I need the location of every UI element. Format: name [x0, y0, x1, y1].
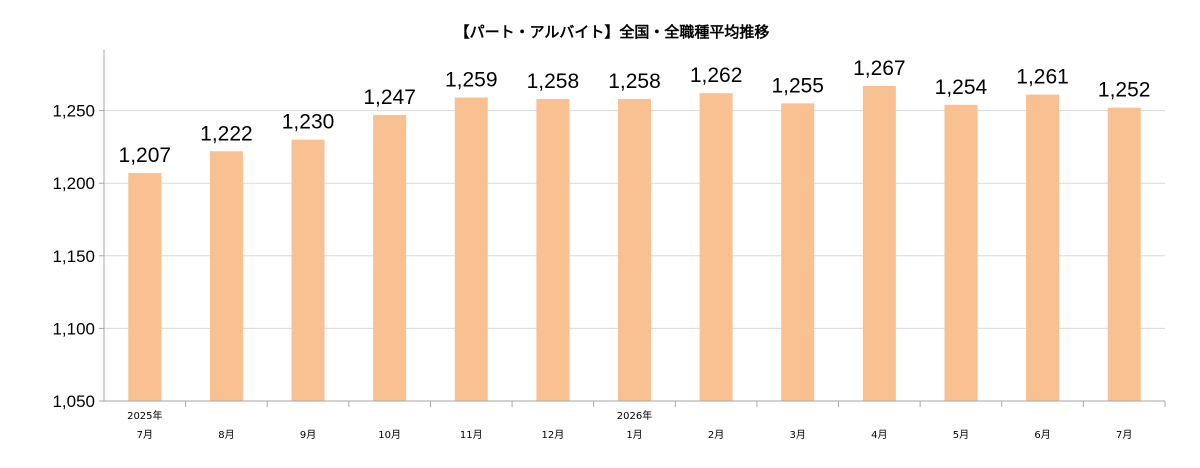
- bar: [1026, 94, 1060, 402]
- bar: [699, 93, 733, 402]
- x-tick-label: 12月: [542, 429, 565, 441]
- bar: [781, 103, 815, 401]
- bar-layer: [128, 85, 1141, 402]
- bar-value-label: 1,222: [200, 122, 253, 145]
- x-tick-label: 9月: [300, 429, 316, 441]
- bar-value-label: 1,258: [608, 70, 661, 93]
- bar-value-label: 1,258: [527, 70, 580, 93]
- x-tick-label: 10月: [378, 429, 401, 441]
- x-tick-label: 6月: [1034, 429, 1050, 441]
- bar: [291, 139, 325, 401]
- bar-value-label: 1,261: [1016, 66, 1069, 89]
- x-tick-label: 3月: [790, 429, 806, 441]
- x-tick-label: 2月: [708, 429, 724, 441]
- bar-value-label: 1,254: [935, 76, 988, 99]
- bar-value-label: 1,252: [1098, 79, 1151, 102]
- bar: [944, 104, 978, 402]
- bar-value-label: 1,267: [853, 57, 906, 80]
- label-layer: 1,050 1,100 1,150 1,200 1,250 1,207 2025年 7月 1,2…: [52, 57, 1150, 441]
- y-tick-label: 1,200: [52, 174, 95, 193]
- bar: [536, 98, 570, 401]
- bar-value-label: 1,247: [363, 86, 416, 109]
- y-tick-label: 1,250: [52, 102, 95, 121]
- bar-value-label: 1,259: [445, 69, 498, 92]
- bar: [1107, 107, 1141, 402]
- bar-value-label: 1,230: [282, 111, 335, 134]
- bar: [373, 114, 407, 402]
- x-tick-label: 7月: [137, 429, 153, 441]
- x-tick-label: 11月: [460, 429, 483, 441]
- axis-layer: [99, 50, 1166, 407]
- x-tick-label: 4月: [871, 429, 887, 441]
- bar: [862, 85, 896, 401]
- y-tick-label: 1,150: [52, 247, 95, 266]
- bar-value-label: 1,262: [690, 64, 743, 87]
- y-tick-label: 1,100: [52, 319, 95, 338]
- x-tick-year-label: 2026年: [617, 409, 652, 422]
- x-tick-label: 1月: [626, 429, 642, 441]
- y-tick-label: 1,050: [52, 392, 95, 411]
- x-tick-year-label: 2025年: [127, 409, 162, 422]
- bar: [209, 151, 243, 401]
- bar: [618, 98, 651, 401]
- bar: [128, 173, 162, 401]
- bar-value-label: 1,207: [119, 144, 172, 167]
- bar: [454, 97, 488, 402]
- x-tick-label: 5月: [953, 429, 969, 441]
- bar-value-label: 1,255: [771, 74, 824, 97]
- x-tick-label: 7月: [1116, 429, 1132, 441]
- chart-title: 【パート・アルバイト】全国・全職種平均推移: [455, 23, 770, 41]
- x-tick-label: 8月: [218, 429, 234, 441]
